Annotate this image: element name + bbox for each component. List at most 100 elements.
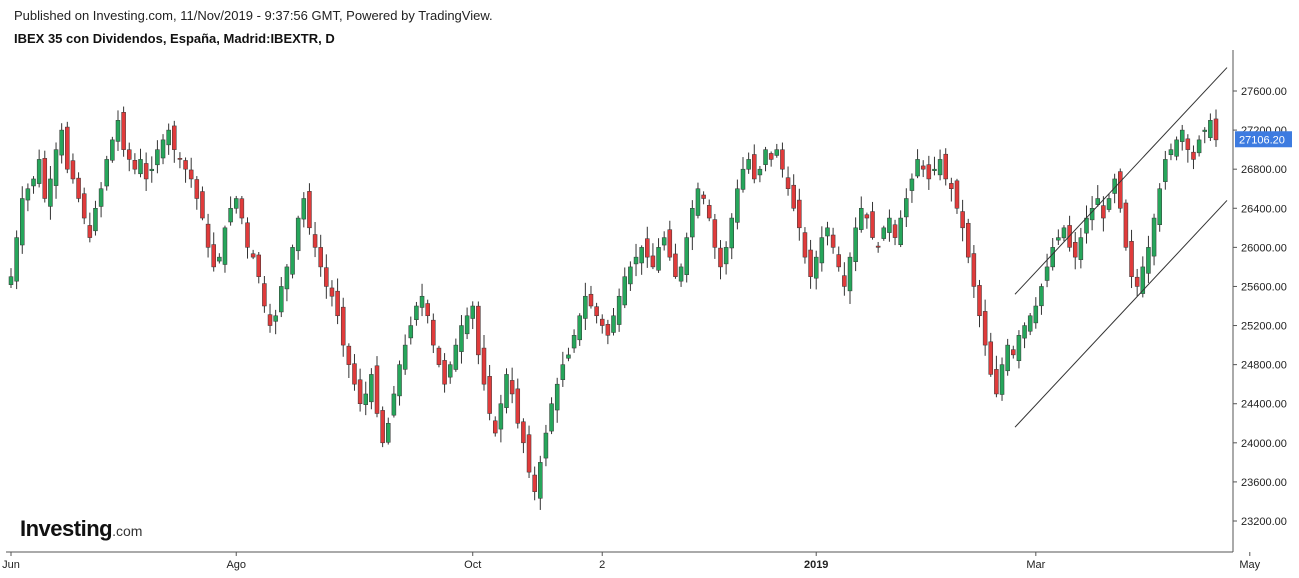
candle-up [554,383,560,411]
candle-down [42,158,48,199]
candle-down [357,379,363,404]
candle-up [279,286,284,313]
candle-up [1056,237,1061,241]
candle-up [464,315,470,335]
candle-up [1208,120,1213,138]
candle-up [98,188,104,207]
candle-up [14,237,19,282]
candle-down [1129,241,1134,277]
candle-up [402,344,408,370]
candle-up [853,227,858,262]
candle-up [825,227,830,237]
candle-down [515,388,521,424]
candle-up [656,247,661,271]
candle-up [690,208,695,238]
candle-down [926,164,932,180]
candle-up [622,276,628,306]
candle-down [380,410,385,444]
candle-down [920,165,926,170]
candle-up [408,325,414,339]
candle-up [273,315,278,322]
candle-down [211,244,216,268]
candle-down [599,318,605,326]
y-tick-label: 27600.00 [1241,86,1287,98]
candle-up [695,188,701,216]
candle-down [250,253,256,258]
candle-up [504,374,509,408]
candle-down [346,345,352,365]
candle-up [616,295,622,325]
candle-up [155,149,160,166]
candle-down [374,365,380,414]
candle-down [977,285,982,317]
candle-down [864,214,870,219]
candle-up [746,159,751,170]
candle-down [183,160,188,170]
candle-down [245,222,250,248]
candle-down [785,177,791,189]
candle-down [442,360,447,385]
candle-down [752,154,757,180]
candle-up [414,305,419,320]
candle-up [999,364,1005,395]
candle-up [628,266,633,285]
candle-up [166,129,171,146]
candle-up [498,403,504,430]
candle-down [971,253,977,287]
candle-up [115,120,121,142]
candle-up [740,168,746,190]
candle-down [802,232,808,258]
candle-up [110,139,115,161]
candle-down [988,341,994,375]
y-tick-label: 23600.00 [1241,477,1287,489]
candle-up [571,335,577,349]
candle-down [205,223,211,248]
y-tick-label: 26000.00 [1241,242,1287,254]
candle-up [639,247,644,264]
channel-lower-line [1014,200,1228,428]
candle-down [836,254,841,268]
candle-down [1191,151,1196,160]
candle-down [943,153,948,180]
candle-up [397,364,402,397]
candle-down [994,369,999,395]
candle-up [1157,188,1162,225]
candle-down [808,249,813,277]
candle-up [1039,286,1044,307]
candle-down [667,229,673,258]
x-tick-label: 2 [599,559,605,571]
candle-up [1095,198,1101,205]
x-tick-label: 2019 [804,559,828,571]
candle-up [284,266,290,290]
candle-down [706,205,712,219]
candle-up [1140,266,1146,294]
candle-up [661,237,667,246]
candle-up [453,344,459,370]
candle-down [340,306,346,346]
last-price-badge [1235,131,1292,148]
y-tick-label: 25600.00 [1241,281,1287,293]
candle-down [780,149,785,170]
candle-down [718,247,723,268]
candle-up [538,462,543,499]
candle-up [25,188,31,201]
y-tick-label: 24000.00 [1241,438,1287,450]
candle-down [1134,276,1140,287]
candle-down [673,253,678,277]
candle-up [1016,335,1022,361]
candle-up [1061,227,1067,239]
candle-down [267,314,273,326]
candle-up [53,149,59,186]
candle-down [1011,349,1016,356]
candle-up [633,256,639,265]
candle-down [87,225,93,238]
candle-down [436,347,442,365]
candle-down [949,183,954,189]
candle-down [121,112,126,150]
candle-down [768,153,774,160]
candle-up [217,256,222,262]
candle-down [965,222,971,258]
candle-up [887,217,892,233]
candle-down [1123,202,1129,248]
